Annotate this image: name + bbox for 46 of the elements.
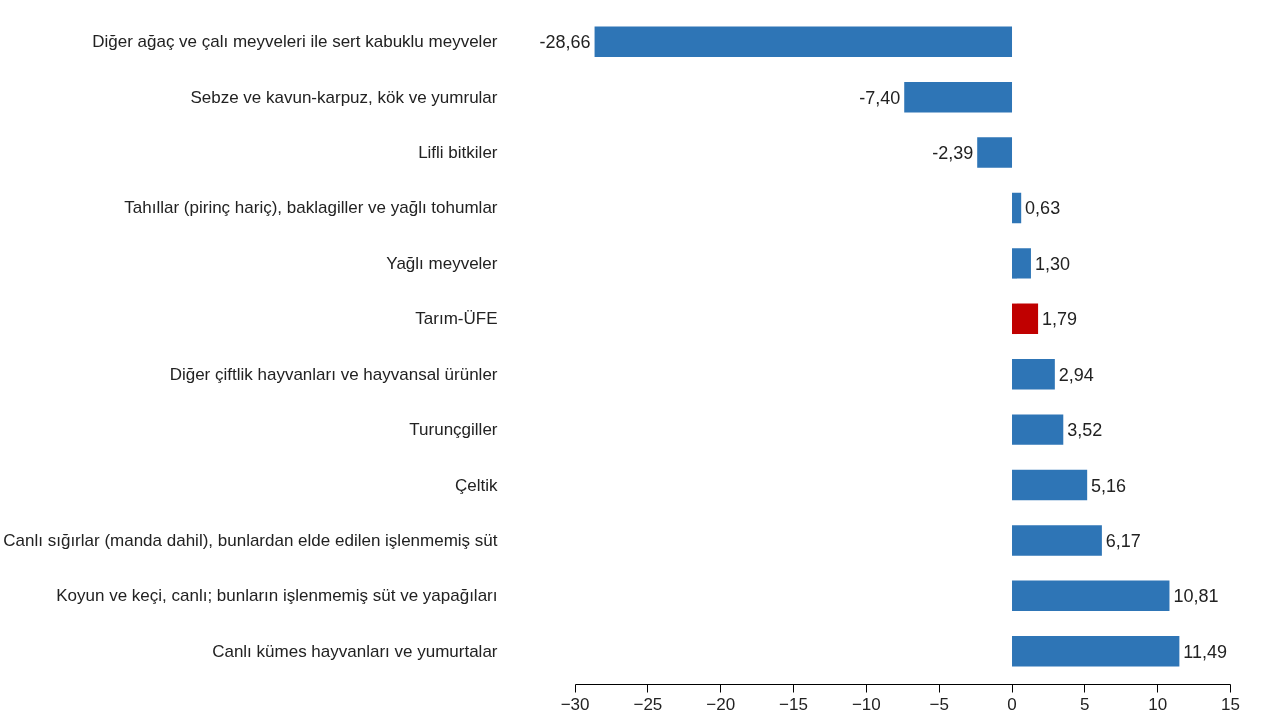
bar [594, 26, 1013, 57]
x-tick-label: 5 [1080, 694, 1090, 714]
x-tick-label: 0 [1007, 694, 1017, 714]
data-label: 2,94 [1058, 364, 1094, 385]
x-tick-label: −15 [779, 694, 808, 714]
bar [1012, 248, 1031, 279]
bar [1012, 414, 1064, 445]
y-tick-label: Canlı sığırlar (manda dahil), bunlardan elde edilen işlenmemiş süt [3, 530, 498, 550]
data-label: 0,63 [1025, 198, 1061, 219]
y-tick-label: Koyun ve keçi, canlı; bunların işlenmemiş süt ve yapağıları [56, 586, 498, 606]
y-tick-label: Sebze ve kavun-karpuz, kök ve yumrular [190, 87, 498, 107]
x-tick-label: 15 [1221, 694, 1240, 714]
y-tick-label: Tarım-ÜFE [415, 309, 498, 329]
y-tick-label: Canlı kümes hayvanları ve yumurtalar [212, 641, 498, 661]
y-tick-label: Çeltik [454, 475, 498, 495]
y-tick-label: Diğer ağaç ve çalı meyveleri ile sert kabuklu meyveler [92, 32, 498, 52]
bar [904, 81, 1013, 113]
bar [1012, 469, 1088, 501]
bar [1012, 525, 1102, 556]
y-tick-label: Diğer çiftlik hayvanları ve hayvansal ürünler [169, 364, 498, 384]
y-tick-label: Yağlı meyveler [386, 253, 498, 273]
bar [1012, 636, 1180, 667]
data-label: 5,16 [1091, 475, 1127, 496]
data-label: 10,81 [1173, 586, 1219, 607]
y-tick-label: Turunçgiller [409, 420, 498, 440]
x-tick-label: 10 [1148, 694, 1168, 714]
data-label: -7,40 [859, 87, 901, 108]
x-tick-label: −20 [706, 694, 736, 714]
x-tick-label: −30 [560, 694, 590, 714]
data-label: 3,52 [1067, 420, 1103, 441]
bar [1012, 303, 1039, 335]
bar [1012, 358, 1055, 390]
data-label: -28,66 [539, 32, 591, 53]
x-tick-label: −10 [851, 694, 881, 714]
bar [1012, 192, 1022, 224]
data-label: -2,39 [932, 143, 974, 164]
data-label: 1,30 [1034, 253, 1070, 274]
data-label: 6,17 [1105, 530, 1141, 551]
y-tick-label: Lifli bitkiler [418, 143, 498, 163]
bar [977, 137, 1013, 168]
y-tick-label: Tahıllar (pirinç hariç), baklagiller ve yağlı tohumlar [124, 198, 498, 218]
x-tick-label: −5 [929, 694, 949, 714]
data-label: 11,49 [1183, 641, 1228, 662]
data-label: 1,79 [1042, 309, 1078, 330]
x-tick-label: −25 [633, 694, 663, 714]
bar [1012, 580, 1170, 612]
